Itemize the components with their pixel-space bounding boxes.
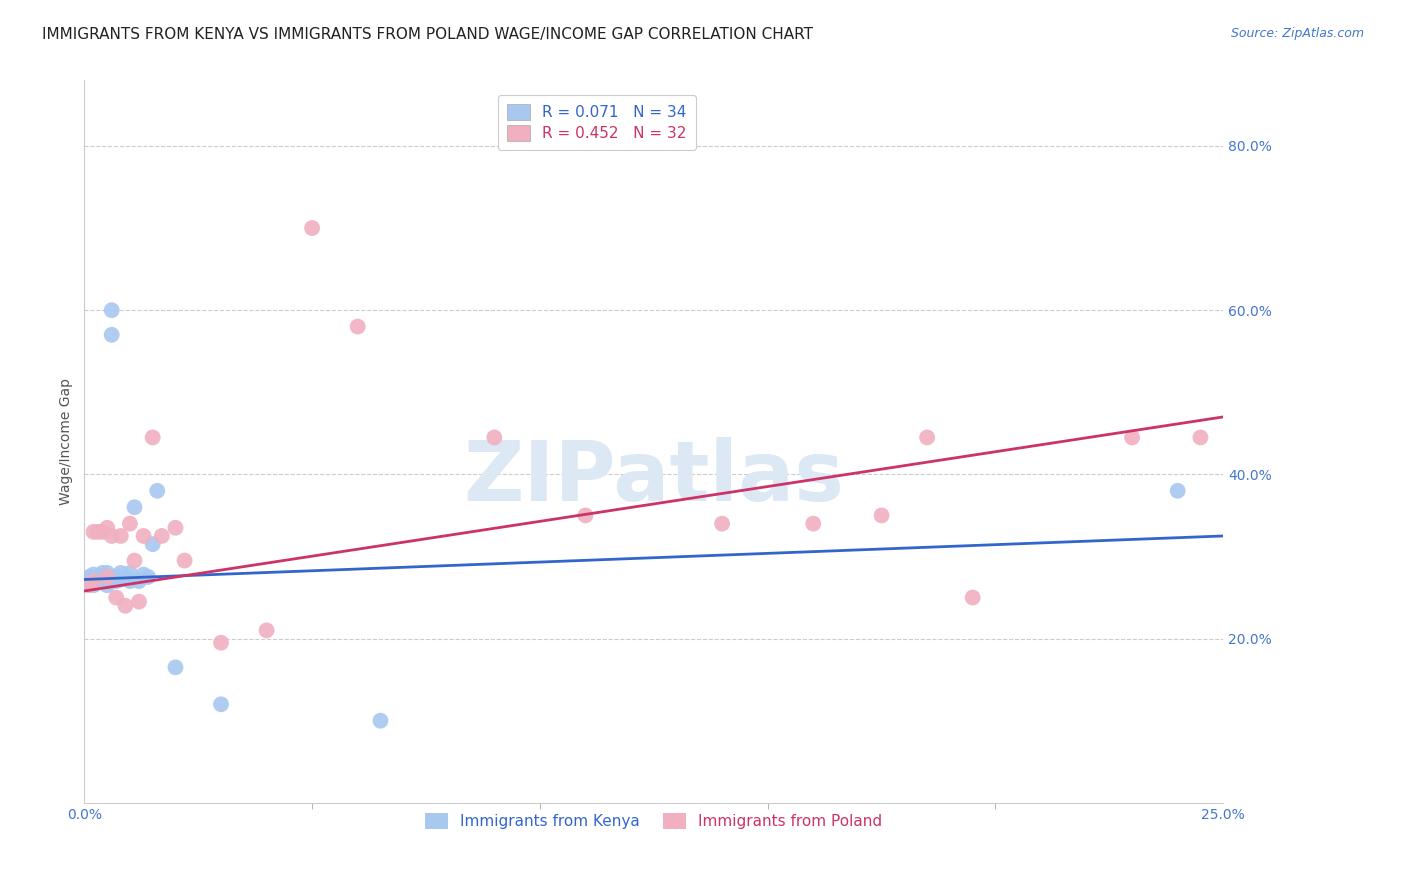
Point: [96, 570, 118, 584]
Point: [118, 566, 141, 580]
Point: [209, 698, 232, 712]
Text: IMMIGRANTS FROM KENYA VS IMMIGRANTS FROM POLAND WAGE/INCOME GAP CORRELATION CHAR: IMMIGRANTS FROM KENYA VS IMMIGRANTS FROM…: [42, 27, 813, 42]
Point: [77, 570, 100, 584]
Point: [87, 570, 110, 584]
Point: [87, 573, 110, 587]
Text: ZIPatlas: ZIPatlas: [464, 437, 844, 518]
Point: [136, 570, 159, 584]
Text: Source: ZipAtlas.com: Source: ZipAtlas.com: [1230, 27, 1364, 40]
Point: [124, 553, 146, 567]
Point: [87, 574, 110, 588]
Point: [346, 319, 368, 334]
Point: [100, 529, 122, 543]
Point: [870, 508, 893, 523]
Point: [91, 524, 114, 539]
Point: [128, 574, 150, 588]
Point: [114, 570, 136, 584]
Point: [1121, 430, 1143, 444]
Point: [96, 578, 118, 592]
Point: [118, 574, 141, 588]
Point: [962, 591, 984, 605]
Point: [114, 599, 136, 613]
Point: [132, 567, 155, 582]
Point: [96, 570, 118, 584]
Point: [91, 570, 114, 584]
Point: [100, 327, 122, 342]
Point: [484, 430, 506, 444]
Y-axis label: Wage/Income Gap: Wage/Income Gap: [59, 378, 73, 505]
Point: [128, 594, 150, 608]
Point: [801, 516, 824, 531]
Point: [82, 574, 104, 588]
Point: [132, 529, 155, 543]
Point: [915, 430, 938, 444]
Point: [100, 303, 122, 318]
Point: [82, 578, 104, 592]
Point: [110, 529, 132, 543]
Point: [87, 524, 110, 539]
Point: [96, 521, 118, 535]
Point: [165, 660, 187, 674]
Point: [110, 573, 132, 587]
Point: [105, 591, 128, 605]
Legend: Immigrants from Kenya, Immigrants from Poland: Immigrants from Kenya, Immigrants from P…: [416, 805, 891, 838]
Point: [165, 521, 187, 535]
Point: [1189, 430, 1212, 444]
Point: [118, 516, 141, 531]
Point: [142, 537, 165, 551]
Point: [105, 570, 128, 584]
Point: [301, 221, 323, 235]
Point: [96, 574, 118, 588]
Point: [711, 516, 734, 531]
Point: [82, 567, 104, 582]
Point: [142, 430, 165, 444]
Point: [105, 574, 128, 588]
Point: [256, 624, 278, 638]
Point: [91, 574, 114, 588]
Point: [77, 578, 100, 592]
Point: [150, 529, 173, 543]
Point: [82, 524, 104, 539]
Point: [370, 714, 392, 728]
Point: [173, 553, 195, 567]
Point: [77, 574, 100, 588]
Point: [209, 636, 232, 650]
Point: [110, 566, 132, 580]
Point: [146, 483, 169, 498]
Point: [82, 574, 104, 588]
Point: [1167, 483, 1189, 498]
Point: [91, 566, 114, 580]
Point: [574, 508, 596, 523]
Point: [124, 500, 146, 515]
Point: [96, 566, 118, 580]
